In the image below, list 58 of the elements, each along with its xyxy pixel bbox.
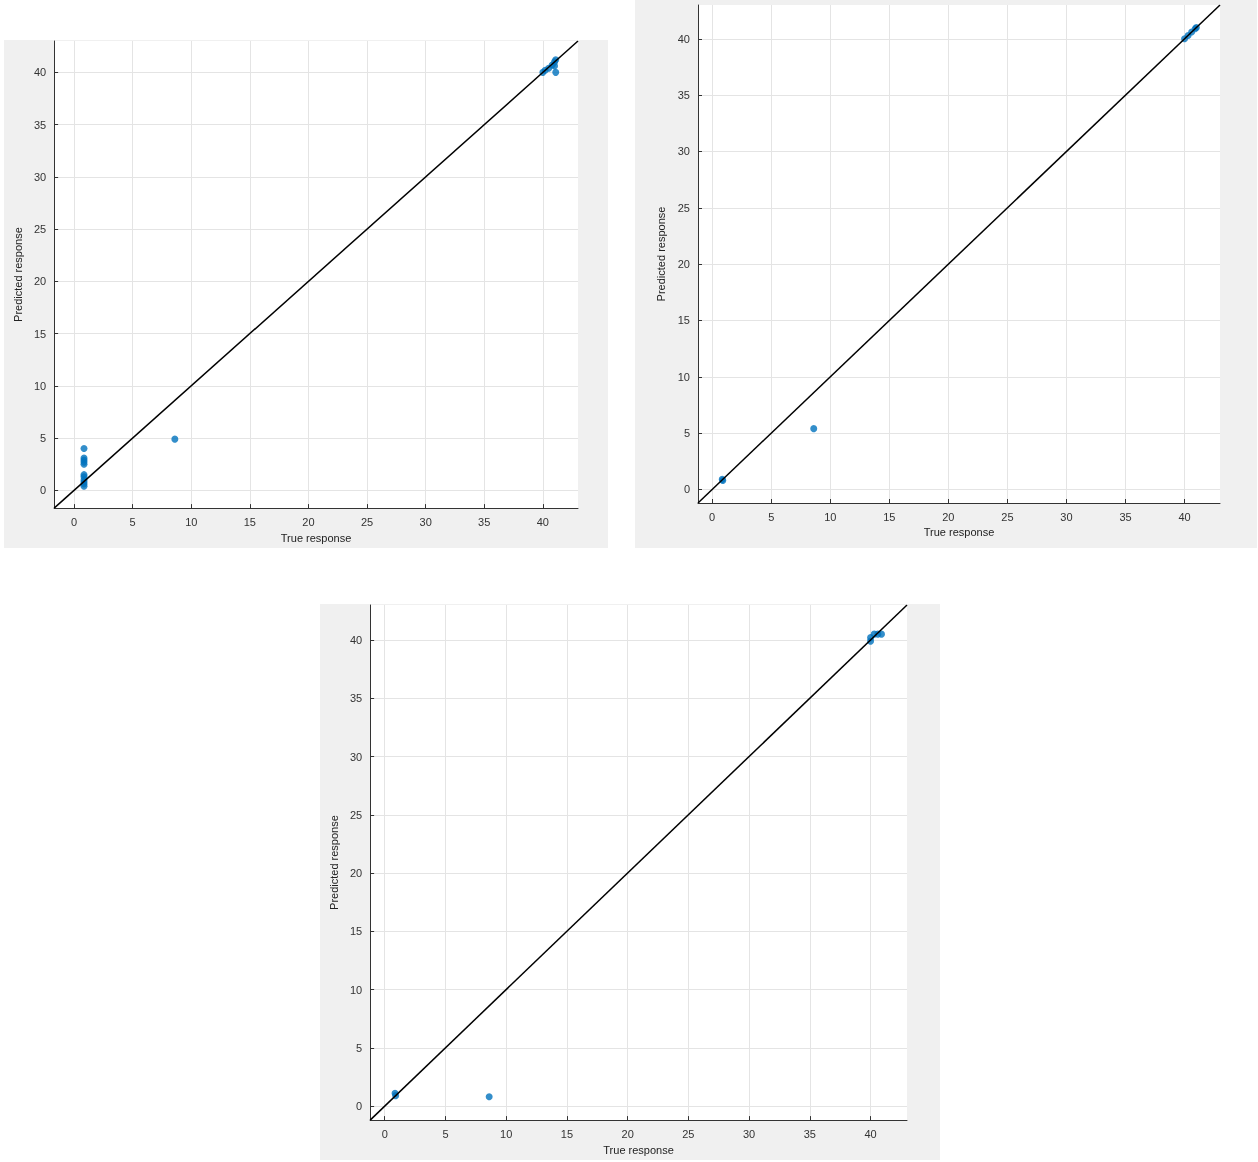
x-tick-label: 40 xyxy=(864,1127,877,1140)
y-tick-label: 30 xyxy=(349,750,363,763)
y-tick-label: 40 xyxy=(33,66,47,79)
x-tick-label: 15 xyxy=(883,510,896,523)
x-tick-label: 30 xyxy=(419,515,432,528)
y-tick-label: 5 xyxy=(683,427,690,440)
x-tick-label: 30 xyxy=(742,1127,756,1140)
y-tick-label: 40 xyxy=(677,32,690,45)
y-tick-label: 25 xyxy=(349,808,363,821)
x-axis-title: True response xyxy=(923,526,995,539)
x-tick-label: 20 xyxy=(302,515,315,528)
y-tick-label: 15 xyxy=(349,925,363,938)
x-tick-label: 15 xyxy=(560,1127,574,1140)
y-tick-label: 35 xyxy=(33,118,47,131)
y-tick-label: 10 xyxy=(349,983,363,996)
x-tick-label: 0 xyxy=(71,515,78,528)
y-tick-label: 25 xyxy=(677,201,690,214)
y-tick-label: 35 xyxy=(349,692,363,705)
y-tick-label: 25 xyxy=(33,223,47,236)
y-axis-title: Predicted response xyxy=(655,206,668,302)
y-tick-label: 20 xyxy=(33,275,47,288)
y-tick-label: 20 xyxy=(349,867,363,880)
y-tick-label: 35 xyxy=(677,89,690,102)
y-tick-label: 30 xyxy=(33,170,47,183)
y-tick-label: 0 xyxy=(40,484,47,497)
y-axis-title: Predicted response xyxy=(327,815,340,910)
y-tick-label: 40 xyxy=(349,633,363,646)
y-tick-label: 0 xyxy=(683,483,690,496)
x-tick-label: 5 xyxy=(129,515,136,528)
y-tick-label: 0 xyxy=(356,1100,363,1113)
y-tick-label: 30 xyxy=(677,145,690,158)
y-tick-label: 10 xyxy=(33,379,47,392)
x-tick-label: 30 xyxy=(1060,510,1073,523)
x-tick-label: 35 xyxy=(803,1127,816,1140)
x-tick-label: 40 xyxy=(1178,510,1191,523)
y-tick-label: 5 xyxy=(40,432,47,445)
x-tick-label: 15 xyxy=(243,515,256,528)
x-axis-title: True response xyxy=(280,531,352,544)
x-tick-label: 0 xyxy=(709,510,716,523)
x-tick-label: 25 xyxy=(1001,510,1014,523)
y-axis-title: Predicted response xyxy=(11,227,24,322)
x-axis-title: True response xyxy=(603,1143,674,1156)
y-tick-label: 15 xyxy=(677,314,690,327)
x-tick-label: 5 xyxy=(442,1127,449,1140)
x-tick-label: 0 xyxy=(381,1127,388,1140)
y-tick-label: 20 xyxy=(677,258,690,271)
x-tick-label: 10 xyxy=(824,510,837,523)
y-tick-label: 10 xyxy=(677,370,690,383)
x-tick-label: 20 xyxy=(942,510,955,523)
x-tick-label: 10 xyxy=(500,1127,513,1140)
y-tick-label: 15 xyxy=(33,327,47,340)
x-tick-label: 35 xyxy=(1119,510,1132,523)
x-tick-label: 35 xyxy=(478,515,491,528)
x-tick-label: 40 xyxy=(536,515,549,528)
x-tick-label: 5 xyxy=(768,510,775,523)
x-tick-label: 20 xyxy=(621,1127,634,1140)
x-tick-label: 10 xyxy=(185,515,198,528)
y-tick-label: 5 xyxy=(356,1041,363,1054)
